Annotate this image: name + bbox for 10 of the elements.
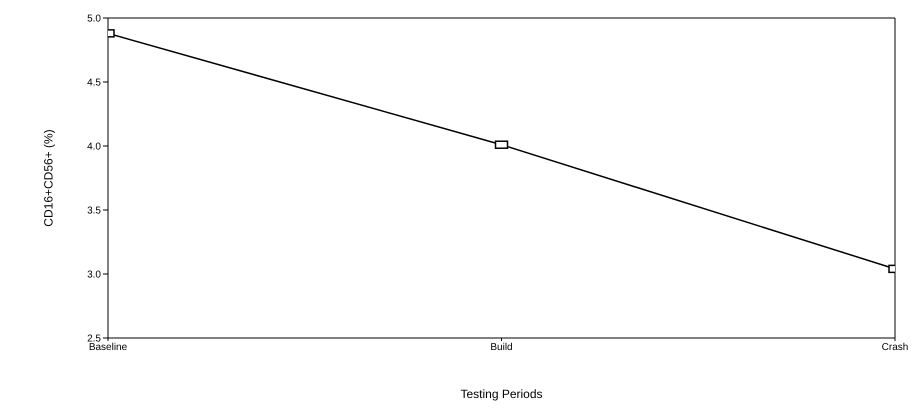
y-tick-label: 3.0 — [87, 270, 102, 281]
y-tick-label: 5.0 — [87, 14, 102, 25]
y-tick-label: 4.0 — [87, 142, 102, 153]
y-tick-label: 4.5 — [87, 78, 102, 89]
y-axis-title: CD16+CD56+ (%) — [41, 129, 56, 227]
x-tick-label: Crash — [882, 342, 908, 354]
x-axis-title: Testing Periods — [460, 387, 543, 401]
x-tick-label: Build — [490, 342, 513, 354]
x-tick-label: Baseline — [88, 342, 128, 354]
y-tick-label: 3.5 — [87, 206, 102, 217]
